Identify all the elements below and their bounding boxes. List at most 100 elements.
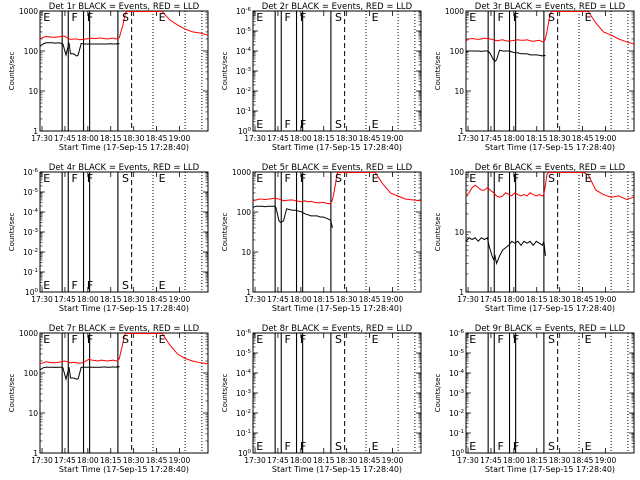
flag-label: E [585,11,592,24]
chart-title: Det 6r BLACK = Events, RED = LLD [475,163,626,173]
flag-label: F [513,172,519,185]
flag-label: E [43,11,50,24]
y-tick-label: 10 [28,409,38,418]
x-tick-label: 17:30 [244,134,266,143]
x-tick-label: 19:00 [169,295,191,304]
chart-panel-1: Det 1r BLACK = Events, RED = LLD 1 10 100 10… [8,2,209,152]
y-tick-label: 1000 [19,7,38,16]
x-tick-label: 18:15 [313,295,335,304]
x-tick-label: 18:00 [503,295,525,304]
x-tick-label: 18:45 [146,456,168,465]
flag-label: S [548,440,555,453]
x-axis-label: Start Time (17-Sep-15 17:28:40) [272,143,402,152]
y-tick-label: 10-2 [236,87,251,96]
chart-panel-5: Det 5r BLACK = Events, RED = LLD 1 10 100 10… [221,163,422,313]
x-tick-label: 19:00 [595,456,617,465]
flag-label: F [300,172,306,185]
chart-panel-6: Det 6r BLACK = Events, RED = LLD 1 10 100 17… [434,163,635,313]
x-axis-label: Start Time (17-Sep-15 17:28:40) [485,304,615,313]
y-axis-label: Counts/sec [434,374,442,413]
x-tick-label: 18:30 [123,134,145,143]
y-tick-label: 10-6 [236,7,252,16]
x-tick-label: 18:45 [146,134,168,143]
flag-label: S [122,172,129,185]
plot-frame [465,171,635,293]
y-axis-label: Counts/sec [221,374,229,413]
y-tick-label: 1 [246,288,251,297]
plot-frame [252,332,422,454]
x-tick-label: 18:00 [503,456,525,465]
y-axis-label: Counts/sec [8,374,16,413]
y-tick-label: 10 [241,248,251,257]
flag-label: F [498,172,504,185]
y-tick-label: 10-4 [236,369,252,378]
flag-label: E [585,333,592,346]
x-tick-label: 18:45 [146,295,168,304]
y-tick-label: 10-1 [449,429,464,438]
flag-label: F [300,440,306,453]
x-tick-label: 17:30 [457,295,479,304]
flag-label: S [548,333,555,346]
flag-label: S [335,11,342,24]
x-tick-label: 18:45 [359,456,381,465]
y-tick-label: 10-6 [236,329,252,338]
chart-title: Det 8r BLACK = Events, RED = LLD [262,324,413,334]
x-tick-label: 17:30 [31,134,53,143]
chart-panel-9: Det 9r BLACK = Events, RED = LLD 100 10-1 1… [434,324,635,474]
y-tick-label: 100 [450,168,465,177]
chart-title: Det 1r BLACK = Events, RED = LLD [49,2,200,12]
x-tick-label: 18:00 [77,134,99,143]
plot-frame [39,332,209,454]
x-tick-label: 18:15 [100,456,122,465]
x-tick-label: 18:30 [549,295,571,304]
x-axis-label: Start Time (17-Sep-15 17:28:40) [272,304,402,313]
y-tick-label: 10-4 [449,369,465,378]
y-tick-label: 1000 [232,168,251,177]
flag-label: E [159,11,166,24]
y-axis-label: Counts/sec [221,52,229,91]
x-tick-label: 19:00 [169,134,191,143]
flag-label: E [43,172,50,185]
y-tick-label: 10-6 [449,329,465,338]
chart-title: Det 5r BLACK = Events, RED = LLD [262,163,413,173]
y-tick-label: 100 [451,449,465,458]
x-axis-label: Start Time (17-Sep-15 17:28:40) [485,143,615,152]
x-tick-label: 18:30 [123,456,145,465]
y-tick-label: 100 [24,47,39,56]
y-tick-label: 100 [237,208,252,217]
lld-series-line [39,11,209,41]
y-tick-label: 10-5 [236,349,252,358]
flag-label: E [43,333,50,346]
plot-frame [39,10,209,132]
flag-label: F [300,11,306,24]
x-tick-label: 17:45 [480,134,502,143]
chart-panel-7: Det 7r BLACK = Events, RED = LLD 1 10 100 10… [8,324,209,474]
x-tick-label: 17:30 [457,134,479,143]
y-tick-label: 1000 [445,7,464,16]
flag-label: F [72,172,78,185]
y-tick-label: 10-1 [236,107,251,116]
events-series-line [39,42,120,57]
chart-title: Det 3r BLACK = Events, RED = LLD [475,2,626,12]
x-tick-label: 19:00 [169,456,191,465]
x-tick-label: 18:45 [359,134,381,143]
x-tick-label: 19:00 [382,134,404,143]
flag-label: S [122,279,129,292]
x-tick-label: 17:45 [267,456,289,465]
x-tick-label: 18:30 [336,134,358,143]
flag-label: F [498,11,504,24]
y-tick-label: 1 [459,127,464,136]
y-tick-label: 10 [28,87,38,96]
flag-label: F [285,333,291,346]
y-axis-label: Counts/sec [434,213,442,252]
y-axis-label: Counts/sec [434,52,442,91]
flag-label: E [469,172,476,185]
chart-title: Det 2r BLACK = Events, RED = LLD [262,2,413,12]
plot-frame [252,171,422,293]
x-axis-label: Start Time (17-Sep-15 17:28:40) [59,143,189,152]
flag-label: E [159,279,166,292]
x-tick-label: 17:45 [54,134,76,143]
y-tick-label: 10-2 [236,409,251,418]
flag-label: E [372,333,379,346]
flag-label: F [513,440,519,453]
